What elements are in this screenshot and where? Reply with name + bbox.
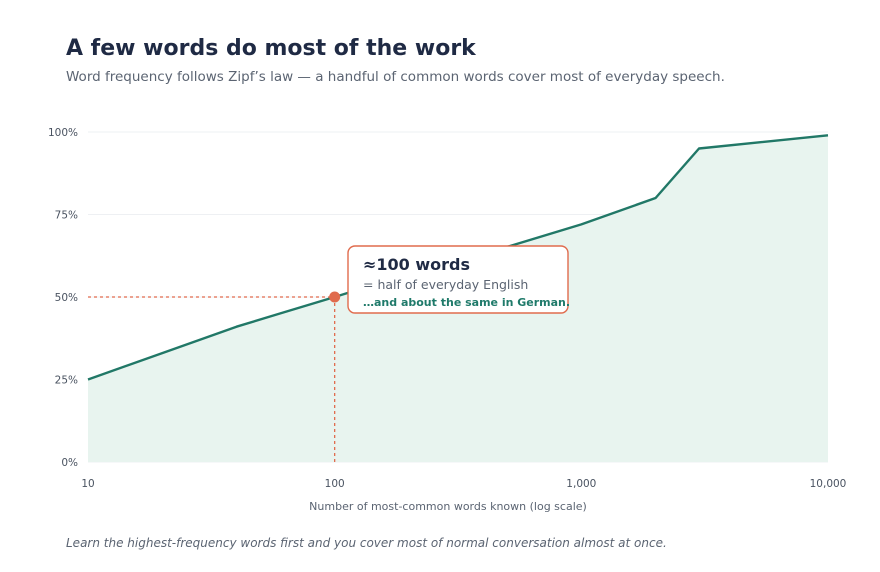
x-tick-label: 1,000 bbox=[566, 478, 596, 490]
highlight-point bbox=[329, 291, 341, 303]
y-tick-label: 100% bbox=[48, 127, 78, 139]
x-tick-label: 10,000 bbox=[810, 478, 847, 490]
x-axis-title: Number of most-common words known (log s… bbox=[309, 500, 587, 513]
y-tick-label: 75% bbox=[55, 210, 78, 222]
annotation-box bbox=[347, 245, 569, 314]
annotation-title: ≈100 words bbox=[363, 255, 470, 274]
y-tick-label: 25% bbox=[55, 375, 78, 387]
y-tick-label: 0% bbox=[61, 457, 78, 469]
x-tick-label: 100 bbox=[325, 478, 345, 490]
annotation-subtitle: = half of everyday English bbox=[363, 277, 528, 292]
footnote: Learn the highest-frequency words first … bbox=[66, 536, 667, 550]
annotation-note: …and about the same in German. bbox=[363, 296, 570, 309]
chart-subtitle: Word frequency follows Zipf’s law — a ha… bbox=[66, 69, 725, 85]
chart-title: A few words do most of the work bbox=[66, 36, 476, 61]
y-tick-label: 50% bbox=[55, 292, 78, 304]
x-tick-label: 10 bbox=[81, 478, 94, 490]
